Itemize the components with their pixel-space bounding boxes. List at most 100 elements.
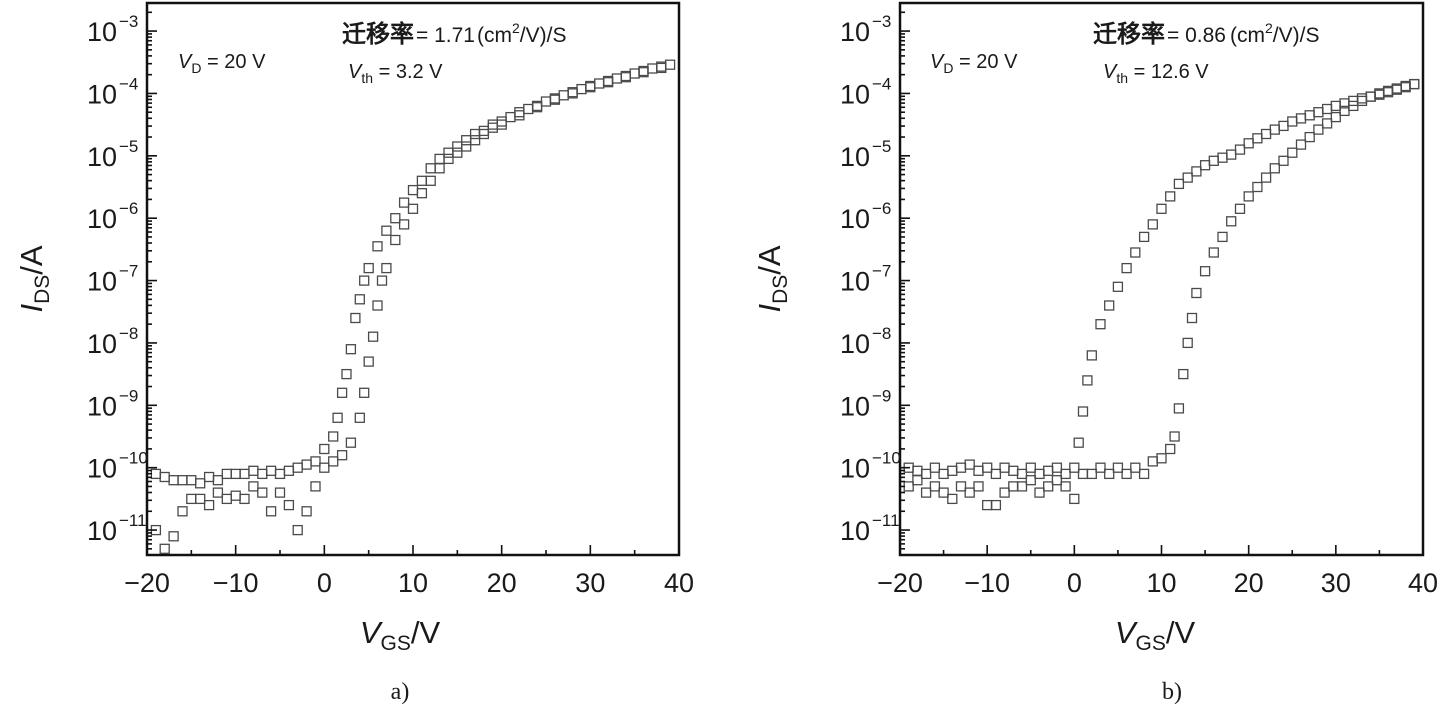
data-point-s1-48 <box>1287 147 1298 158</box>
data-point-s0-55 <box>594 78 605 89</box>
y-tick-exponent: −10 <box>119 449 148 468</box>
data-point-s0-46 <box>1278 120 1289 132</box>
data-point-s0-12 <box>999 462 1010 473</box>
data-point-s1-24 <box>1104 468 1115 480</box>
data-point-s0-46 <box>514 107 525 118</box>
data-point-s0-26 <box>1104 300 1115 311</box>
data-point-s1-13 <box>1008 481 1019 492</box>
mobility-annotation-a: 迁移率= 1.71(cm2/V)/S <box>342 19 566 48</box>
data-point-s1-6 <box>195 493 206 505</box>
data-point-s0-35 <box>1182 172 1193 183</box>
data-point-s1-19 <box>1060 481 1071 492</box>
data-point-s1-6 <box>947 493 958 505</box>
data-point-s0-59 <box>629 68 640 79</box>
data-point-s1-43 <box>1243 191 1254 202</box>
data-point-s0-49 <box>540 96 552 107</box>
data-point-s1-29 <box>376 275 388 286</box>
data-point-s0-49 <box>1304 110 1315 121</box>
data-point-s1-11 <box>990 499 1002 511</box>
data-point-s1-2 <box>912 475 923 486</box>
data-point-s1-3 <box>168 531 179 542</box>
y-tick-exponent: −9 <box>872 386 891 405</box>
data-point-s1-41 <box>1226 216 1237 227</box>
vth-annotation-b: Vth = 12.6 V <box>1103 61 1209 86</box>
data-point-s1-9 <box>221 493 232 505</box>
data-point-s1-13 <box>257 487 268 498</box>
vd-annotation-b: VD = 20 V <box>930 51 1018 76</box>
y-tick-label: 10 <box>840 391 870 421</box>
data-point-s1-43 <box>496 119 507 130</box>
vth-annotation-a: Vth = 3.2 V <box>348 61 443 86</box>
data-point-s0-31 <box>1147 219 1158 230</box>
data-point-s1-17 <box>292 524 303 536</box>
data-point-s0-51 <box>1321 103 1333 115</box>
data-point-s0-19 <box>1060 468 1071 480</box>
panel-caption-b: b) <box>1162 679 1182 705</box>
data-point-s1-8 <box>964 487 975 498</box>
y-tick-label: 10 <box>87 329 117 359</box>
data-point-s1-23 <box>345 437 357 448</box>
y-tick-exponent: −7 <box>872 262 891 281</box>
data-point-s0-17 <box>292 462 303 473</box>
y-tick-label: 10 <box>87 142 117 172</box>
data-point-s0-7 <box>955 462 967 473</box>
data-point-s1-25 <box>1112 462 1124 473</box>
data-point-s1-44 <box>514 110 525 121</box>
data-markers-a <box>150 59 676 554</box>
y-tick-label: 10 <box>87 516 117 546</box>
data-point-s1-37 <box>443 153 454 165</box>
data-point-s1-15 <box>274 487 286 498</box>
data-point-s1-7 <box>203 499 215 511</box>
y-tick-exponent: −9 <box>119 386 138 405</box>
data-markers-b <box>903 78 1420 511</box>
data-point-s0-23 <box>336 387 348 398</box>
data-point-s1-22 <box>336 450 348 461</box>
data-point-s0-41 <box>469 128 481 140</box>
data-point-s1-8 <box>212 487 224 498</box>
data-point-s1-53 <box>1330 111 1341 123</box>
data-point-s0-57 <box>611 73 623 84</box>
data-point-s0-47 <box>1287 116 1298 127</box>
data-point-s1-56 <box>1356 95 1368 107</box>
data-point-s1-37 <box>1191 287 1202 299</box>
data-point-s0-28 <box>359 275 370 286</box>
mobility-annotation-b: 迁移率= 0.86 (cm2/V)/S <box>1093 19 1319 48</box>
y-tick-exponent: −7 <box>119 262 138 281</box>
vd-annotation-a: VD = 20 V <box>178 51 266 76</box>
data-point-s0-7 <box>203 471 215 483</box>
data-point-s1-29 <box>1147 456 1158 467</box>
data-point-s1-42 <box>487 122 498 133</box>
data-point-s0-11 <box>990 468 1002 480</box>
data-point-s0-61 <box>647 63 658 74</box>
y-tick-label: 10 <box>840 17 870 47</box>
data-point-s1-20 <box>319 462 330 473</box>
data-point-s0-15 <box>1025 462 1036 473</box>
data-point-s0-50 <box>1313 107 1324 118</box>
y-tick-exponent: −5 <box>119 137 138 156</box>
data-point-s1-4 <box>177 506 188 517</box>
y-axis-label-a: IDS/A <box>14 245 54 312</box>
y-axis-label-b: IDS/A <box>752 245 792 312</box>
x-tick-label: −10 <box>964 568 1010 598</box>
y-tick-label: 10 <box>840 267 870 297</box>
data-point-s1-4 <box>929 481 941 492</box>
x-tick-label: −10 <box>213 568 259 598</box>
y-tick-exponent: −11 <box>872 511 900 530</box>
data-point-s1-33 <box>1173 403 1185 414</box>
data-point-s1-42 <box>1234 203 1246 214</box>
data-point-s1-49 <box>1295 139 1307 150</box>
data-point-s0-28 <box>1121 262 1132 274</box>
data-point-s1-5 <box>938 487 949 498</box>
x-axis-ticks-a: −20 −10 0 10 20 30 40 <box>124 545 694 598</box>
data-point-s0-45 <box>505 111 516 123</box>
data-point-s0-24 <box>1086 350 1097 361</box>
y-tick-exponent: −5 <box>872 137 891 156</box>
data-point-s0-23 <box>1082 375 1093 386</box>
data-point-s0-36 <box>1191 166 1202 177</box>
y-tick-label: 10 <box>87 391 117 421</box>
data-point-s1-51 <box>638 67 649 78</box>
data-point-s1-28 <box>1138 468 1150 480</box>
data-point-s1-7 <box>955 481 967 492</box>
data-point-s0-4 <box>177 475 188 486</box>
